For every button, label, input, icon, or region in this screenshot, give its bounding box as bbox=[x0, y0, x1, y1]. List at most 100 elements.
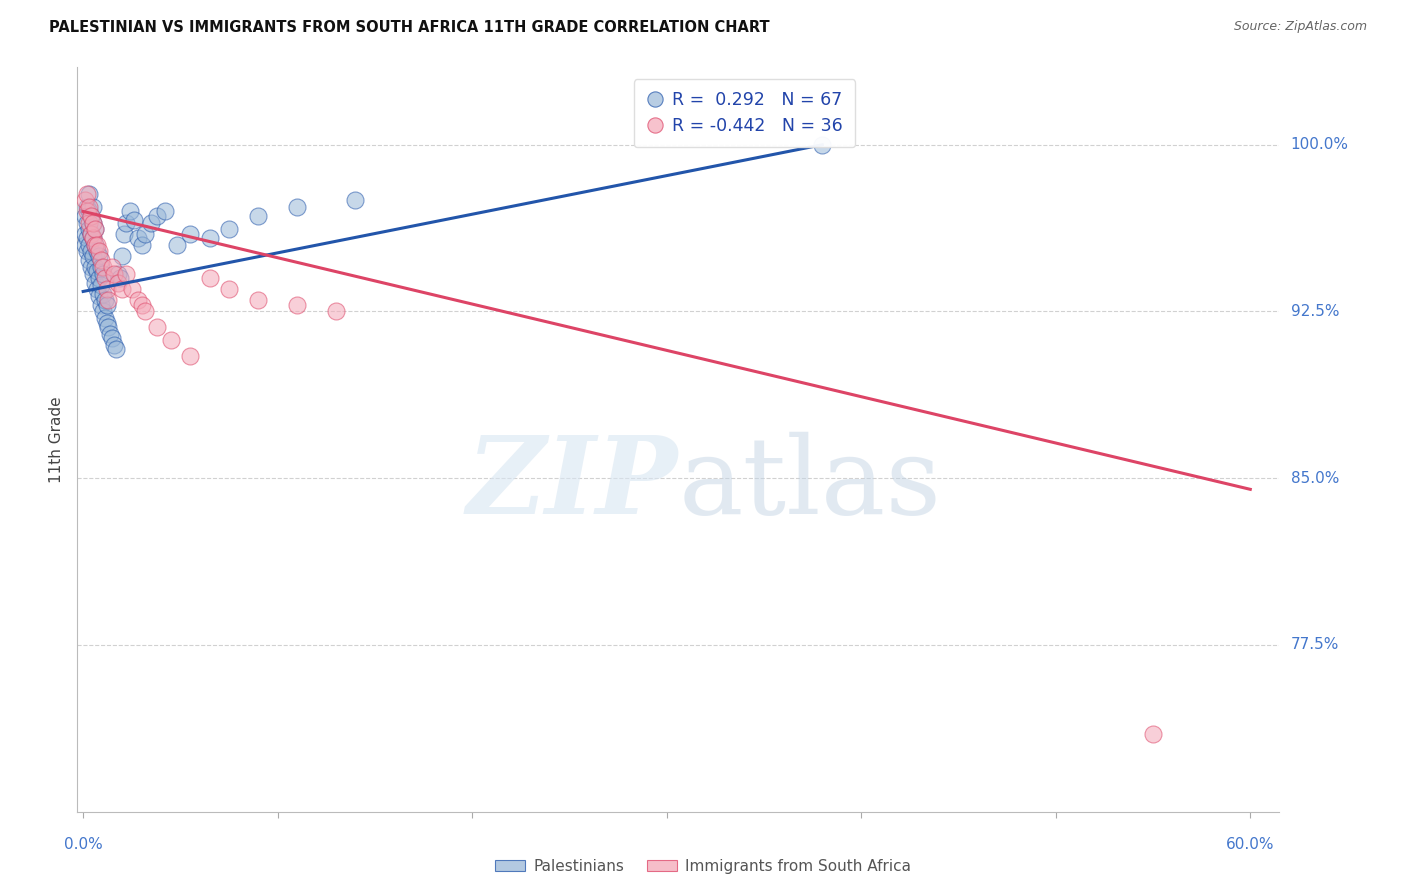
Point bbox=[121, 282, 143, 296]
Text: Source: ZipAtlas.com: Source: ZipAtlas.com bbox=[1233, 20, 1367, 33]
Point bbox=[118, 204, 141, 219]
Point bbox=[247, 209, 270, 223]
Point bbox=[179, 227, 201, 241]
Point bbox=[218, 282, 240, 296]
Point bbox=[86, 237, 108, 252]
Point bbox=[83, 260, 105, 274]
Point bbox=[153, 204, 176, 219]
Point bbox=[77, 200, 100, 214]
Point bbox=[82, 215, 104, 229]
Point bbox=[111, 282, 134, 296]
Point bbox=[107, 276, 129, 290]
Point bbox=[285, 298, 308, 312]
Point bbox=[87, 289, 110, 303]
Point bbox=[97, 293, 120, 308]
Point bbox=[75, 227, 97, 241]
Point bbox=[127, 231, 149, 245]
Point bbox=[76, 204, 98, 219]
Point bbox=[108, 271, 131, 285]
Point bbox=[80, 209, 103, 223]
Point bbox=[91, 304, 114, 318]
Point bbox=[90, 260, 112, 274]
Point bbox=[83, 237, 105, 252]
Point bbox=[90, 298, 112, 312]
Point bbox=[82, 200, 104, 214]
Point bbox=[101, 260, 124, 274]
Point bbox=[107, 267, 129, 281]
Point bbox=[285, 200, 308, 214]
Point bbox=[179, 349, 201, 363]
Point bbox=[93, 311, 115, 326]
Point bbox=[96, 298, 118, 312]
Point bbox=[77, 215, 100, 229]
Point bbox=[112, 227, 135, 241]
Point bbox=[198, 231, 221, 245]
Point bbox=[80, 260, 103, 274]
Point bbox=[159, 334, 181, 348]
Point bbox=[111, 249, 134, 263]
Point bbox=[166, 237, 188, 252]
Point bbox=[115, 215, 138, 229]
Y-axis label: 11th Grade: 11th Grade bbox=[49, 396, 65, 483]
Point bbox=[141, 215, 163, 229]
Legend: R =  0.292   N = 67, R = -0.442   N = 36: R = 0.292 N = 67, R = -0.442 N = 36 bbox=[634, 79, 855, 147]
Text: 92.5%: 92.5% bbox=[1291, 304, 1339, 319]
Point bbox=[87, 244, 110, 259]
Point bbox=[90, 277, 112, 292]
Point bbox=[97, 320, 120, 334]
Point bbox=[1142, 727, 1164, 741]
Point bbox=[146, 320, 169, 334]
Point bbox=[80, 244, 103, 259]
Point bbox=[77, 186, 100, 201]
Point bbox=[96, 282, 118, 296]
Text: 85.0%: 85.0% bbox=[1291, 471, 1339, 486]
Point bbox=[82, 231, 104, 245]
Text: 77.5%: 77.5% bbox=[1291, 638, 1339, 652]
Point bbox=[811, 137, 834, 152]
Point bbox=[93, 271, 115, 285]
Point bbox=[90, 253, 112, 268]
Point bbox=[76, 215, 98, 229]
Point bbox=[77, 237, 100, 252]
Point bbox=[82, 267, 104, 281]
Legend: Palestinians, Immigrants from South Africa: Palestinians, Immigrants from South Afri… bbox=[489, 853, 917, 880]
Point bbox=[83, 222, 105, 236]
Point bbox=[83, 237, 105, 252]
Point bbox=[75, 194, 97, 208]
Point bbox=[146, 209, 169, 223]
Point bbox=[100, 326, 122, 341]
Point bbox=[344, 194, 367, 208]
Point bbox=[86, 282, 108, 296]
Point bbox=[86, 244, 108, 259]
Point bbox=[247, 293, 270, 308]
Point bbox=[82, 249, 104, 263]
Point bbox=[325, 304, 347, 318]
Point bbox=[80, 227, 103, 241]
Point bbox=[86, 264, 108, 278]
Point bbox=[77, 204, 100, 219]
Point bbox=[83, 222, 105, 236]
Point bbox=[80, 227, 103, 241]
Point bbox=[134, 227, 156, 241]
Point bbox=[101, 331, 124, 345]
Point bbox=[76, 244, 98, 259]
Text: 60.0%: 60.0% bbox=[1226, 837, 1274, 852]
Point bbox=[103, 267, 125, 281]
Point bbox=[131, 298, 153, 312]
Point bbox=[82, 215, 104, 229]
Point bbox=[87, 249, 110, 263]
Point bbox=[122, 213, 145, 227]
Point bbox=[91, 286, 114, 301]
Point bbox=[103, 338, 125, 352]
Text: ZIP: ZIP bbox=[467, 431, 679, 537]
Point bbox=[93, 293, 115, 308]
Point bbox=[76, 200, 98, 214]
Point bbox=[87, 271, 110, 285]
Point bbox=[80, 209, 103, 223]
Point bbox=[198, 271, 221, 285]
Point bbox=[82, 231, 104, 245]
Point bbox=[91, 267, 114, 281]
Point bbox=[91, 260, 114, 274]
Point bbox=[83, 276, 105, 290]
Point bbox=[105, 343, 128, 357]
